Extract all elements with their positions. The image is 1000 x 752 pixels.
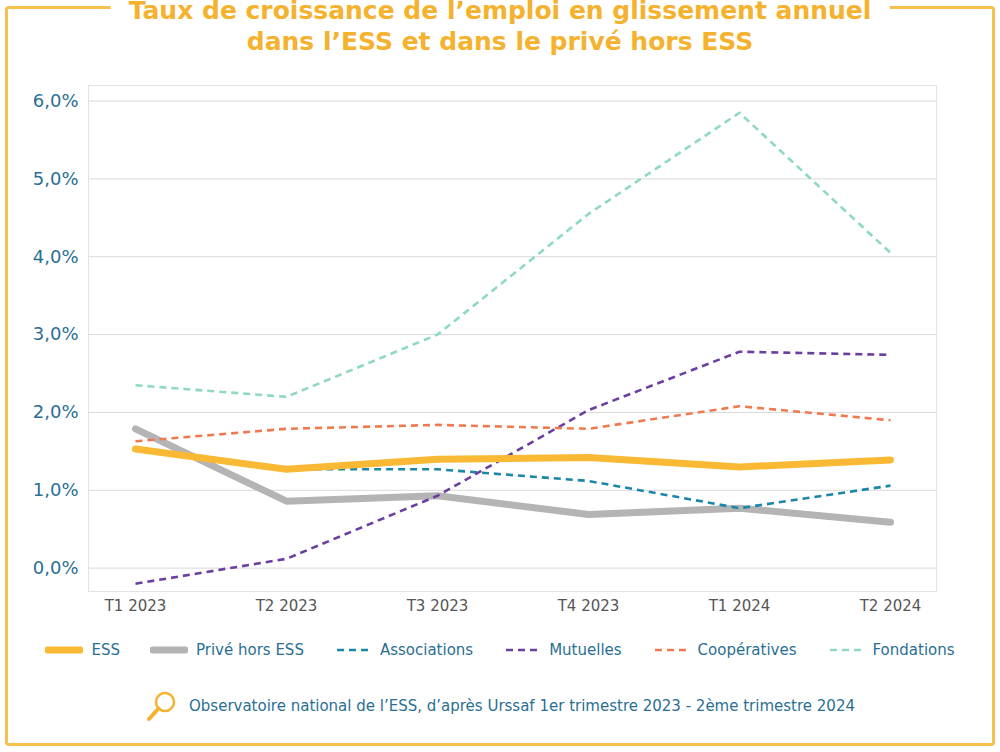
- html-text:Mutuelles: Mutuelles: [549, 641, 622, 659]
- svg-text:T4 2023: T4 2023: [557, 597, 620, 615]
- svg-text:1,0%: 1,0%: [33, 479, 79, 500]
- svg-text:T2 2024: T2 2024: [859, 597, 922, 615]
- svg-text:T3 2023: T3 2023: [406, 597, 469, 615]
- html-text:ESS: ESS: [91, 641, 120, 659]
- svg-text:4,0%: 4,0%: [33, 246, 79, 267]
- svg-text:3,0%: 3,0%: [33, 323, 79, 344]
- svg-text:6,0%: 6,0%: [33, 90, 79, 111]
- svg-text:T1 2024: T1 2024: [708, 597, 771, 615]
- svg-text:5,0%: 5,0%: [33, 168, 79, 189]
- svg-text:T1 2023: T1 2023: [104, 597, 167, 615]
- html-text:Observatoire national de l’ESS: Observatoire national de l’ESS, d’après …: [189, 697, 855, 715]
- html-text:Fondations: Fondations: [872, 641, 955, 659]
- html-text:Privé hors ESS: Privé hors ESS: [196, 641, 304, 659]
- html-text:dans l’ESS et dans le privé ho: dans l’ESS et dans le privé hors ESS: [246, 27, 754, 56]
- svg-text:2,0%: 2,0%: [33, 401, 79, 422]
- html-text:Associations: Associations: [379, 641, 474, 659]
- svg-text:T2 2023: T2 2023: [255, 597, 318, 615]
- html-text:Coopératives: Coopératives: [697, 641, 797, 659]
- svg-text:0,0%: 0,0%: [33, 557, 79, 578]
